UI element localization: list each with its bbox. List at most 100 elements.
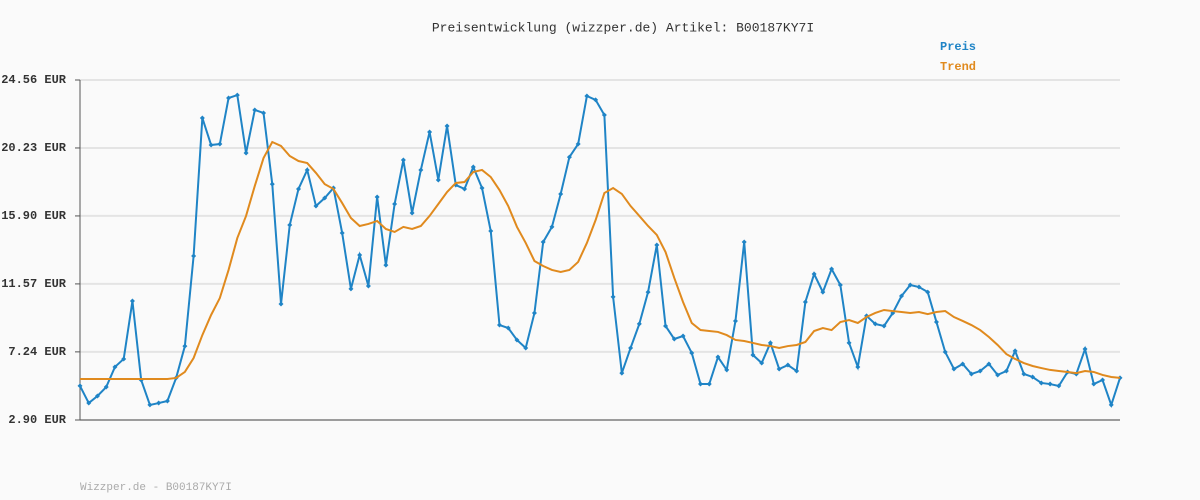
marker — [243, 150, 249, 156]
line-1 — [80, 140, 1121, 381]
marker — [663, 323, 669, 329]
marker — [147, 402, 153, 408]
marker — [1091, 381, 1097, 387]
marker — [558, 191, 564, 197]
marker — [960, 361, 966, 367]
marker — [94, 393, 100, 399]
marker — [121, 356, 127, 362]
marker — [671, 336, 677, 342]
marker — [392, 201, 398, 207]
marker — [1003, 368, 1009, 374]
marker — [1056, 383, 1062, 389]
marker — [287, 222, 293, 228]
marker — [1030, 374, 1036, 380]
marker — [715, 354, 721, 360]
marker — [217, 141, 223, 147]
marker — [1038, 380, 1044, 386]
marker — [339, 230, 345, 236]
y-tick-label: 20.23 EUR — [1, 141, 67, 155]
marker — [741, 239, 747, 245]
marker — [322, 195, 328, 201]
marker — [995, 372, 1001, 378]
marker — [732, 318, 738, 324]
marker — [156, 400, 162, 406]
marker — [837, 282, 843, 288]
y-tick-label: 15.90 EUR — [1, 209, 67, 223]
marker — [103, 384, 109, 390]
marker — [636, 321, 642, 327]
marker — [295, 186, 301, 192]
marker — [400, 157, 406, 163]
marker — [1021, 371, 1027, 377]
y-tick-label: 24.56 EUR — [1, 73, 67, 87]
marker — [191, 253, 197, 259]
y-tick-label: 2.90 EUR — [8, 413, 66, 427]
marker — [112, 364, 118, 370]
marker — [77, 383, 83, 389]
marker — [261, 110, 267, 116]
marker — [942, 349, 948, 355]
marker — [907, 282, 913, 288]
marker — [86, 400, 92, 406]
marker — [951, 366, 957, 372]
marker — [383, 262, 389, 268]
marker — [348, 286, 354, 292]
marker — [278, 301, 284, 307]
marker — [365, 283, 371, 289]
legend-entry: Preis — [940, 40, 976, 54]
marker — [226, 95, 232, 101]
marker — [269, 181, 275, 187]
marker — [549, 224, 555, 230]
marker — [523, 345, 529, 351]
marker — [846, 340, 852, 346]
marker — [462, 186, 468, 192]
y-tick-label: 7.24 EUR — [8, 345, 66, 359]
marker — [785, 362, 791, 368]
legend-entry: Trend — [940, 60, 976, 74]
marker — [514, 337, 520, 343]
marker — [540, 239, 546, 245]
marker — [645, 289, 651, 295]
marker — [776, 366, 782, 372]
chart-title: Preisentwicklung (wizzper.de) Artikel: B… — [432, 20, 814, 35]
marker — [129, 298, 135, 304]
marker — [899, 293, 905, 299]
marker — [1082, 346, 1088, 352]
footer: Wizzper.de - B00187KY7I — [80, 482, 232, 494]
marker — [750, 352, 756, 358]
marker — [820, 289, 826, 295]
marker — [977, 368, 983, 374]
marker — [706, 381, 712, 387]
marker — [689, 350, 695, 356]
marker — [444, 123, 450, 129]
marker — [566, 154, 572, 160]
marker — [724, 367, 730, 373]
marker — [584, 93, 590, 99]
marker — [252, 107, 258, 113]
marker — [488, 228, 494, 234]
marker — [986, 361, 992, 367]
marker — [182, 343, 188, 349]
marker — [601, 112, 607, 118]
marker — [418, 167, 424, 173]
marker — [575, 141, 581, 147]
marker — [698, 381, 704, 387]
marker — [759, 360, 765, 366]
marker — [496, 322, 502, 328]
marker — [531, 310, 537, 316]
marker — [1108, 402, 1114, 408]
marker — [435, 177, 441, 183]
marker — [628, 345, 634, 351]
marker — [794, 368, 800, 374]
marker — [505, 325, 511, 331]
y-tick-label: 11.57 EUR — [1, 277, 67, 291]
marker — [164, 398, 170, 404]
marker — [357, 252, 363, 258]
marker — [855, 364, 861, 370]
marker — [313, 203, 319, 209]
marker — [1012, 348, 1018, 354]
marker — [479, 185, 485, 191]
marker — [925, 289, 931, 295]
